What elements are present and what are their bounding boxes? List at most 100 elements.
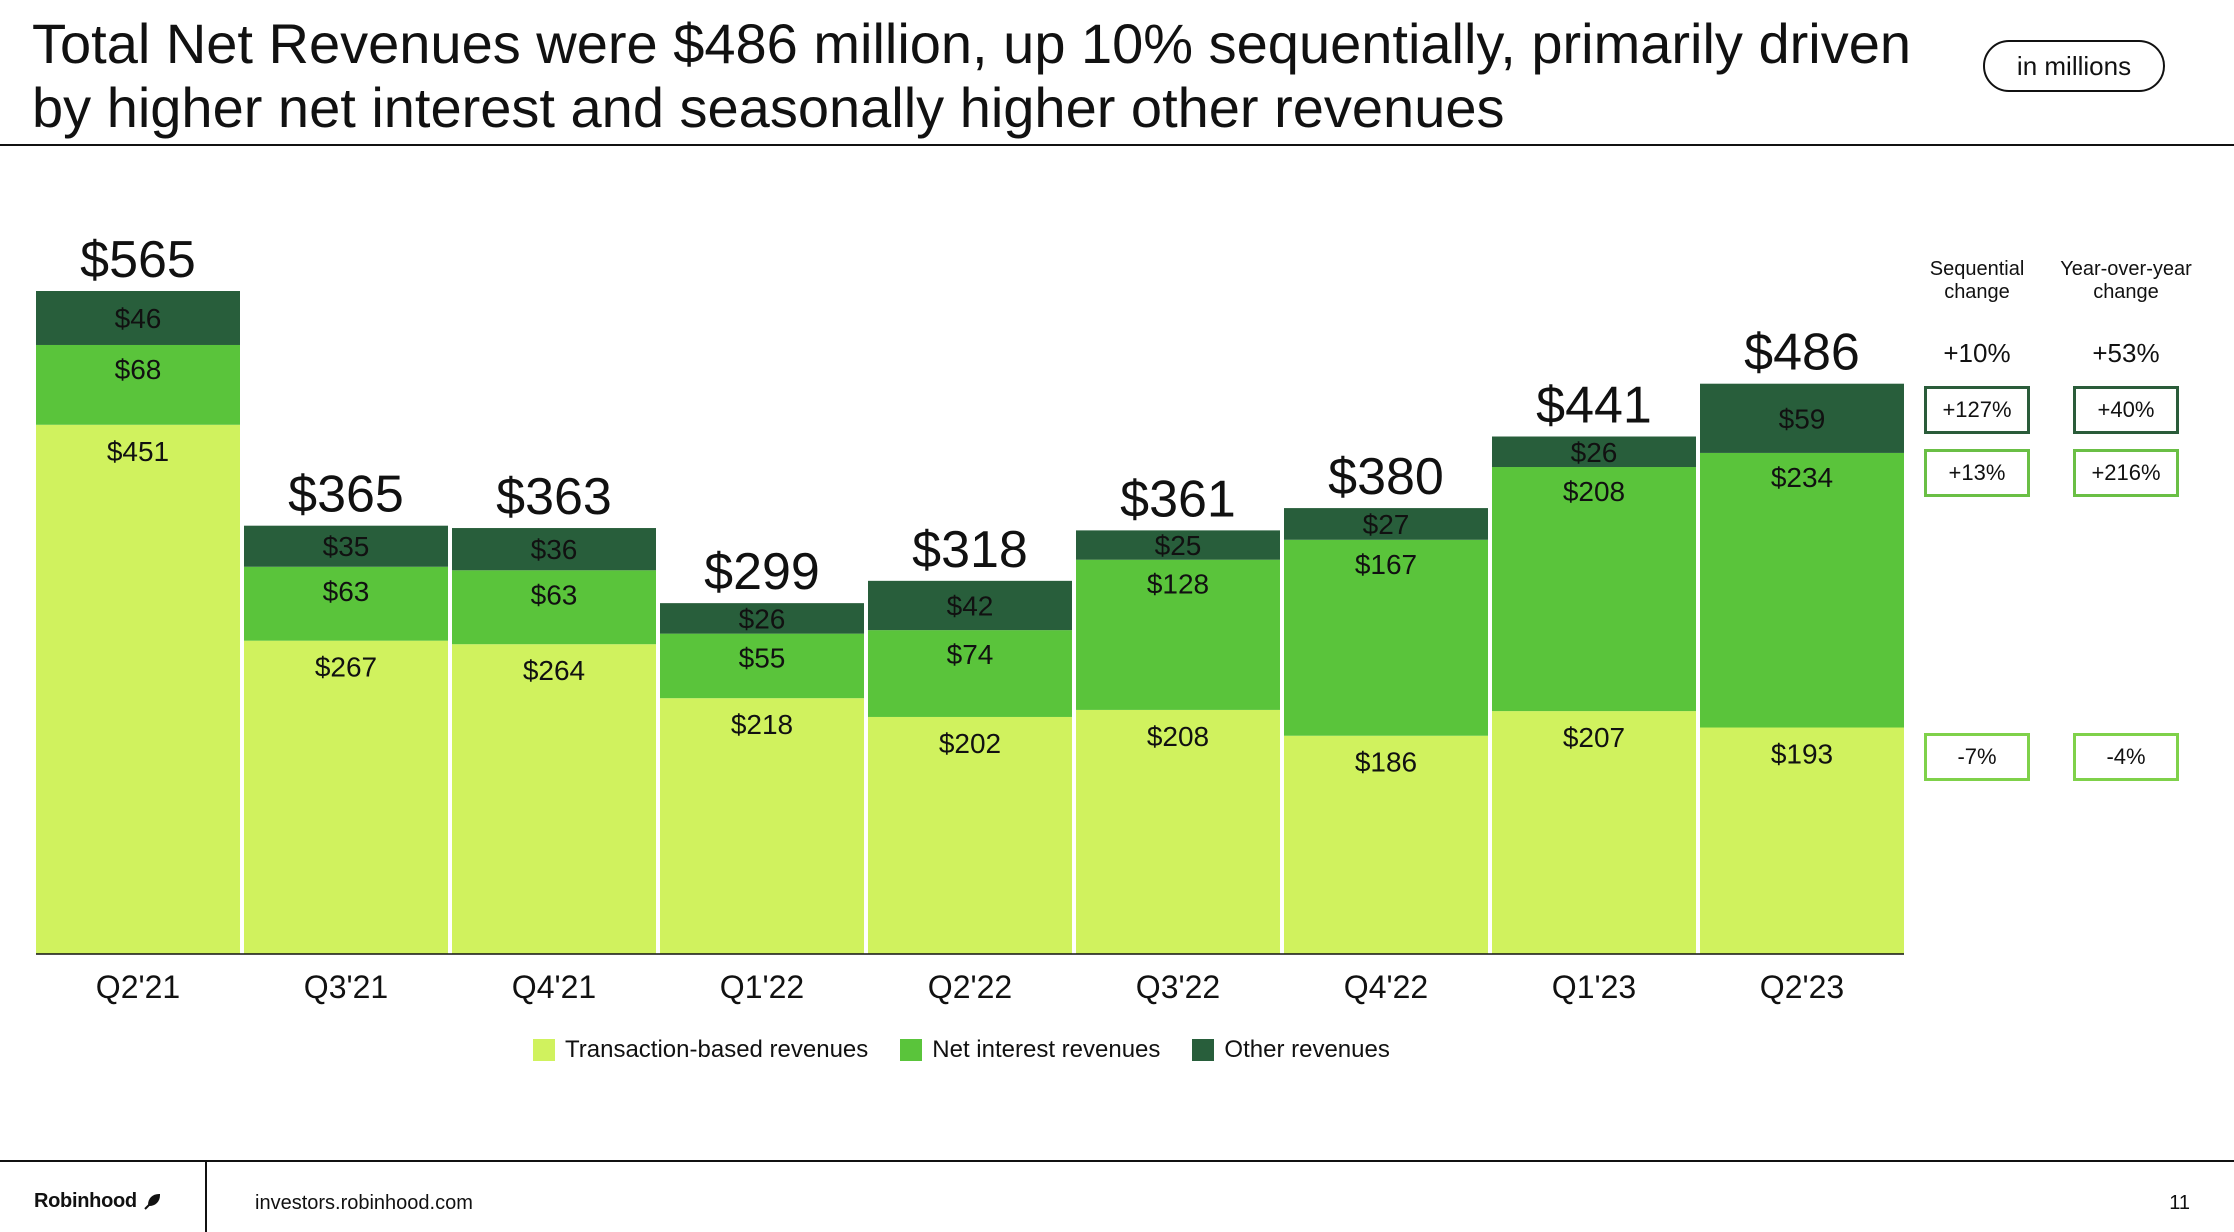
data-label-net-interest: $234	[1771, 462, 1833, 493]
bar-transaction	[452, 644, 656, 954]
bar-net-interest	[660, 633, 864, 699]
other-yoy-change: +40%	[2073, 386, 2179, 434]
x-tick-label: Q4'22	[1344, 969, 1428, 1005]
data-label-transaction: $193	[1771, 739, 1833, 770]
x-tick-label: Q2'22	[928, 969, 1012, 1005]
page-number: 11	[2169, 1192, 2190, 1214]
bar-transaction	[868, 716, 1072, 954]
total-label: $441	[1536, 377, 1652, 435]
bar-transaction	[1700, 727, 1904, 954]
legend-item-transaction: Transaction-based revenues	[533, 1036, 868, 1064]
bar-other	[868, 580, 1072, 631]
data-label-net-interest: $63	[531, 579, 578, 610]
total-yoy-change: +53%	[2092, 338, 2160, 368]
legend-label-other: Other revenues	[1224, 1036, 1390, 1063]
brand-logo: Robinhood	[34, 1190, 161, 1213]
transaction-yoy-change: -4%	[2073, 733, 2179, 781]
bar-transaction	[1076, 709, 1280, 954]
data-label-transaction: $207	[1563, 722, 1625, 753]
total-label: $318	[912, 521, 1028, 579]
bar-transaction	[1492, 711, 1696, 954]
bar-net-interest	[1492, 467, 1696, 712]
bar-other	[1700, 383, 1904, 453]
chart-legend: Transaction-based revenues Net interest …	[533, 1036, 1390, 1064]
total-label: $361	[1120, 470, 1236, 528]
data-label-transaction: $451	[107, 436, 169, 467]
data-label-net-interest: $208	[1563, 476, 1625, 507]
bar-transaction	[36, 424, 240, 954]
data-label-net-interest: $63	[323, 576, 370, 607]
data-label-transaction: $202	[939, 728, 1001, 759]
data-label-other: $46	[115, 303, 162, 334]
bar-other	[1284, 508, 1488, 540]
bar-net-interest	[1700, 452, 1904, 728]
data-label-transaction: $264	[523, 655, 585, 686]
data-label-other: $59	[1779, 403, 1826, 434]
data-label-transaction: $218	[731, 709, 793, 740]
feather-icon	[144, 1193, 160, 1210]
legend-swatch-net-interest	[900, 1039, 923, 1061]
investor-site-link[interactable]: investors.robinhood.com	[255, 1192, 473, 1214]
legend-label-net-interest: Net interest revenues	[932, 1036, 1161, 1063]
x-tick-label: Q3'22	[1136, 969, 1220, 1005]
bar-net-interest	[868, 630, 1072, 717]
total-label: $565	[80, 231, 196, 289]
total-label: $380	[1328, 448, 1444, 506]
total-label: $486	[1744, 324, 1860, 382]
data-label-other: $35	[323, 531, 370, 562]
bar-other	[660, 603, 864, 634]
legend-item-net-interest: Net interest revenues	[900, 1036, 1160, 1064]
legend-swatch-transaction	[533, 1039, 555, 1061]
yoy-change-header: Year-over-year change	[2060, 258, 2192, 303]
data-label-other: $36	[531, 534, 578, 565]
bar-net-interest	[244, 566, 448, 641]
footer-divider	[0, 1160, 2234, 1162]
data-label-transaction: $267	[315, 652, 377, 683]
page-title: Total Net Revenues were $486 million, up…	[32, 12, 1912, 139]
net-interest-sequential-change: +13%	[1924, 449, 2030, 497]
data-label-other: $42	[947, 590, 994, 621]
total-label: $299	[704, 543, 820, 601]
bar-transaction	[660, 698, 864, 954]
data-label-net-interest: $167	[1355, 549, 1417, 580]
data-label-net-interest: $74	[947, 639, 994, 670]
data-label-other: $25	[1155, 530, 1202, 561]
total-label: $363	[496, 468, 612, 526]
transaction-sequential-change: -7%	[1924, 733, 2030, 781]
bar-other	[36, 291, 240, 345]
bar-net-interest	[1076, 559, 1280, 710]
bar-transaction	[244, 640, 448, 954]
data-label-other: $27	[1363, 509, 1410, 540]
bar-transaction	[1284, 735, 1488, 954]
units-badge: in millions	[1983, 40, 2165, 92]
x-tick-label: Q3'21	[304, 969, 388, 1005]
bar-other	[1076, 530, 1280, 560]
x-tick-label: Q1'22	[720, 969, 804, 1005]
bar-net-interest	[36, 344, 240, 425]
legend-swatch-other	[1192, 1039, 1215, 1061]
x-tick-label: Q2'21	[96, 969, 180, 1005]
data-label-transaction: $186	[1355, 747, 1417, 778]
bar-other	[1492, 436, 1696, 468]
bar-net-interest	[452, 570, 656, 645]
bar-net-interest	[1284, 539, 1488, 736]
header-divider	[0, 144, 2234, 146]
legend-item-other: Other revenues	[1192, 1036, 1390, 1064]
data-label-other: $26	[739, 603, 786, 634]
sequential-change-header: Sequential change	[1929, 258, 2025, 303]
x-tick-label: Q2'23	[1760, 969, 1844, 1005]
data-label-other: $26	[1571, 437, 1618, 468]
footer-vertical-divider	[205, 1162, 207, 1232]
data-label-net-interest: $55	[739, 643, 786, 674]
data-label-transaction: $208	[1147, 721, 1209, 752]
data-label-net-interest: $68	[115, 354, 162, 385]
net-interest-yoy-change: +216%	[2073, 449, 2179, 497]
x-tick-label: Q1'23	[1552, 969, 1636, 1005]
x-tick-label: Q4'21	[512, 969, 596, 1005]
brand-name: Robinhood	[34, 1190, 137, 1212]
other-sequential-change: +127%	[1924, 386, 2030, 434]
total-label: $365	[288, 466, 404, 524]
bar-other	[244, 525, 448, 567]
total-sequential-change: +10%	[1943, 338, 2011, 368]
